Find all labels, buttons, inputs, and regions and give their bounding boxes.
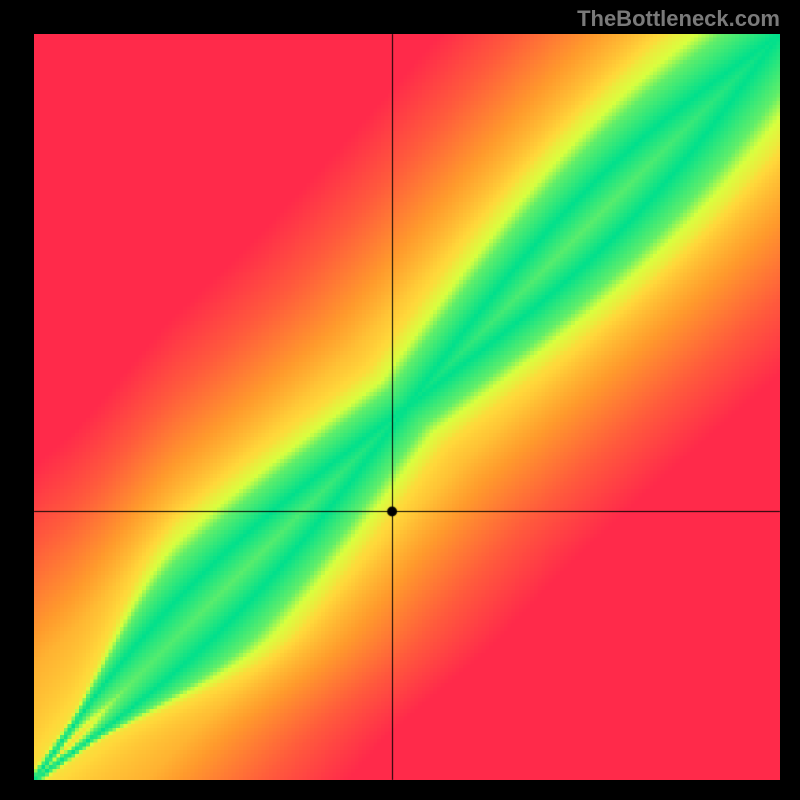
watermark-text: TheBottleneck.com (577, 6, 780, 32)
overlay-canvas (0, 0, 800, 800)
chart-container: TheBottleneck.com (0, 0, 800, 800)
